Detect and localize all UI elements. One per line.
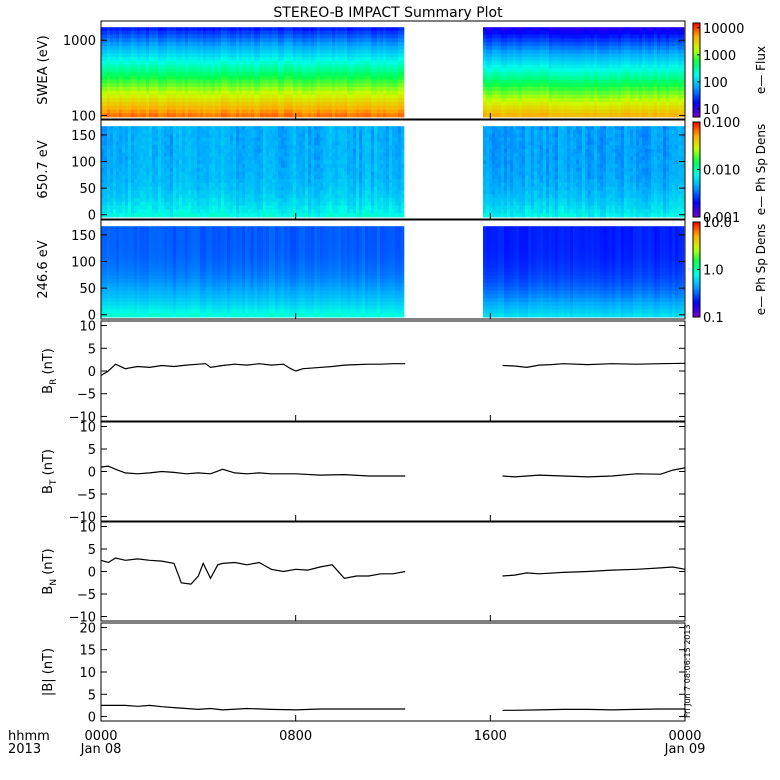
y-axis-label-main: B bbox=[41, 485, 56, 494]
colorbar-swea-flux bbox=[693, 23, 700, 117]
colorbar-frame-swea-flux bbox=[692, 22, 701, 118]
y-tick-label-bn: 10 bbox=[79, 521, 96, 536]
y-tick-label-bn: 5 bbox=[88, 543, 96, 558]
series-line-bn-0 bbox=[100, 557, 406, 585]
y-tick-label-bt: −5 bbox=[77, 488, 96, 503]
colorbar-tick-label-swea-flux: 100 bbox=[703, 76, 728, 91]
colorbar-tick-label-swea-flux: 10 bbox=[703, 103, 720, 118]
heatmap-swea-flux bbox=[101, 27, 685, 118]
y-tick-label-bt: 10 bbox=[79, 421, 96, 436]
colorbar-pad-246 bbox=[693, 222, 700, 317]
y-tick-label-pad-246: 150 bbox=[71, 229, 96, 244]
y-tick-label-bn: 0 bbox=[88, 566, 96, 581]
heatmap-pad-650 bbox=[101, 126, 685, 218]
axis-corner-label-hhmm: hhmm bbox=[8, 729, 50, 744]
plot-timestamp: Fri Jun 7 08:06:15 2013 bbox=[683, 624, 692, 718]
panel-frame-pad-246 bbox=[100, 219, 686, 320]
y-tick-label-pad-246: 100 bbox=[71, 256, 96, 271]
colorbar-tick-label-swea-flux: 10000 bbox=[703, 22, 744, 37]
y-tick-label-bmag: 15 bbox=[79, 644, 96, 659]
x-date-label: Jan 08 bbox=[80, 742, 122, 757]
y-axis-label-subscript: T bbox=[49, 479, 59, 486]
y-axis-label-unit: (nT) bbox=[41, 449, 56, 479]
colorbar-tick-label-pad-246: 10.0 bbox=[703, 216, 732, 231]
series-line-bt-1 bbox=[502, 467, 686, 478]
y-axis-label-br: BR (nT) bbox=[41, 348, 59, 394]
panel-frame-bt bbox=[100, 421, 686, 522]
x-date-label: Jan 09 bbox=[664, 742, 706, 757]
y-tick-label-pad-650: 150 bbox=[71, 129, 96, 144]
panel-frame-bmag bbox=[100, 622, 686, 722]
colorbar-tick-label-swea-flux: 1000 bbox=[703, 49, 736, 64]
colorbar-label-pad-246: e— Ph Sp Dens bbox=[754, 224, 768, 315]
heatmap-pad-246 bbox=[101, 226, 685, 318]
y-axis-label-main: B bbox=[41, 385, 56, 394]
y-axis-label-main: B bbox=[41, 586, 56, 595]
series-line-bmag-0 bbox=[101, 704, 406, 711]
series-line-bn-1 bbox=[502, 566, 686, 577]
colorbar-tick-label-pad-650: 0.100 bbox=[703, 116, 740, 131]
y-tick-label-bn: −5 bbox=[77, 588, 96, 603]
panel-frame-swea-flux bbox=[100, 20, 686, 120]
y-axis-label-subscript: N bbox=[49, 579, 59, 586]
y-axis-label-pad-650: 650.7 eV bbox=[36, 140, 51, 198]
y-tick-label-bmag: 5 bbox=[88, 688, 96, 703]
y-tick-label-bt: 0 bbox=[88, 466, 96, 481]
y-axis-label-main: |B| (nT) bbox=[41, 648, 56, 696]
y-tick-label-pad-246: 0 bbox=[88, 309, 96, 324]
colorbar-tick-label-pad-246: 0.1 bbox=[703, 311, 724, 326]
series-line-bmag-1 bbox=[502, 708, 685, 711]
y-tick-label-br: 5 bbox=[88, 342, 96, 357]
y-axis-label-bmag: |B| (nT) bbox=[41, 648, 56, 696]
x-tick-label: 0000 bbox=[668, 729, 701, 744]
y-tick-label-swea-flux: 1000 bbox=[63, 34, 96, 49]
axis-corner-label-year: 2013 bbox=[8, 742, 41, 757]
colorbar-tick-label-pad-650: 0.001 bbox=[703, 211, 740, 226]
y-tick-label-bt: 5 bbox=[88, 443, 96, 458]
y-tick-label-br: −5 bbox=[77, 388, 96, 403]
y-tick-label-br: 10 bbox=[79, 320, 96, 335]
y-tick-label-bmag: 10 bbox=[79, 666, 96, 681]
x-tick-label: 0000 bbox=[84, 729, 117, 744]
colorbar-label-swea-flux: e— Flux bbox=[754, 46, 768, 94]
colorbar-pad-650 bbox=[693, 122, 700, 217]
y-axis-label-pad-246: 246.6 eV bbox=[36, 240, 51, 298]
plot-title: STEREO-B IMPACT Summary Plot bbox=[273, 5, 503, 21]
y-tick-label-swea-flux: 100 bbox=[71, 110, 96, 125]
series-line-br-1 bbox=[502, 362, 686, 369]
panel-frame-br bbox=[100, 320, 686, 422]
y-axis-label-bn: BN (nT) bbox=[41, 548, 59, 594]
y-axis-label-bt: BT (nT) bbox=[41, 449, 59, 494]
y-tick-label-pad-246: 50 bbox=[79, 282, 96, 297]
y-tick-label-bn: −10 bbox=[69, 611, 96, 626]
y-tick-label-bmag: 20 bbox=[79, 621, 96, 636]
series-line-bt-0 bbox=[100, 465, 406, 477]
y-tick-label-br: −10 bbox=[69, 410, 96, 425]
y-axis-label-subscript: R bbox=[49, 379, 59, 385]
y-tick-label-br: 0 bbox=[88, 365, 96, 380]
panel-frame-pad-650 bbox=[100, 119, 686, 220]
y-tick-label-bt: −10 bbox=[69, 511, 96, 526]
y-axis-label-swea-flux: SWEA (eV) bbox=[36, 35, 51, 104]
y-tick-label-pad-650: 100 bbox=[71, 156, 96, 171]
y-axis-label-unit: (nT) bbox=[41, 548, 56, 578]
y-tick-label-pad-650: 0 bbox=[88, 209, 96, 224]
x-tick-label: 1600 bbox=[474, 729, 507, 744]
y-axis-label-unit: (nT) bbox=[41, 348, 56, 378]
series-line-br-0 bbox=[100, 363, 406, 377]
colorbar-tick-label-pad-650: 0.010 bbox=[703, 164, 740, 179]
y-tick-label-bmag: 0 bbox=[88, 711, 96, 726]
y-tick-label-pad-650: 50 bbox=[79, 182, 96, 197]
colorbar-label-pad-650: e— Ph Sp Dens bbox=[754, 124, 768, 215]
x-tick-label: 0800 bbox=[279, 729, 312, 744]
colorbar-tick-label-pad-246: 1.0 bbox=[703, 264, 724, 279]
